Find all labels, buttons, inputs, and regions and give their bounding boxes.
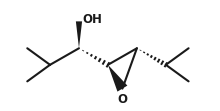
Text: O: O <box>117 93 127 106</box>
Text: OH: OH <box>82 13 102 26</box>
Polygon shape <box>108 65 127 92</box>
Polygon shape <box>76 21 82 48</box>
